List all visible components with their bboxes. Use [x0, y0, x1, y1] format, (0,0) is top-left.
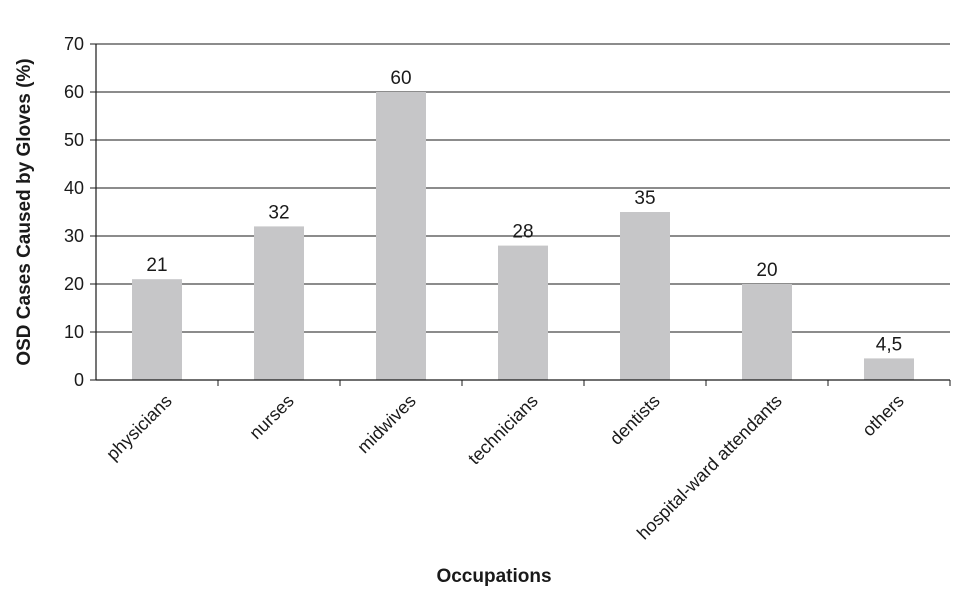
data-label: 32	[268, 202, 289, 223]
data-label: 21	[146, 255, 167, 276]
y-tick-label: 30	[64, 226, 84, 246]
bar	[742, 284, 792, 380]
bars	[132, 92, 914, 380]
x-category-label: hospital-ward attendants	[633, 391, 786, 544]
axes	[90, 43, 951, 386]
bar	[864, 358, 914, 380]
y-tick-label: 0	[74, 370, 84, 390]
y-tick-label: 50	[64, 130, 84, 150]
x-category-label: others	[858, 391, 908, 441]
x-category-labels: physicians nurses midwives technicians denti…	[102, 391, 908, 544]
y-tick-label: 40	[64, 178, 84, 198]
data-label: 20	[756, 260, 777, 281]
bar	[620, 212, 670, 380]
bar	[498, 245, 548, 380]
x-category-label: technicians	[464, 391, 542, 469]
data-label: 60	[390, 68, 411, 89]
data-labels: 21 32 60 28 35 20 4,5	[146, 68, 902, 355]
x-category-label: dentists	[606, 391, 664, 449]
y-tick-label: 70	[64, 34, 84, 54]
bar	[254, 226, 304, 380]
data-label: 28	[512, 222, 533, 243]
y-axis-title: OSD Cases Caused by Gloves (%)	[14, 58, 35, 365]
x-category-label: nurses	[245, 391, 297, 443]
bar	[376, 92, 426, 380]
gridlines	[96, 43, 950, 333]
bar	[132, 279, 182, 380]
data-label: 35	[634, 188, 655, 209]
y-tick-labels: 0 10 20 30 40 50 60 70	[64, 34, 84, 390]
y-tick-label: 10	[64, 322, 84, 342]
x-category-label: physicians	[102, 391, 176, 465]
y-tick-label: 20	[64, 274, 84, 294]
x-axis-title: Occupations	[436, 566, 551, 587]
x-category-label: midwives	[353, 391, 419, 457]
y-tick-label: 60	[64, 82, 84, 102]
data-label: 4,5	[876, 334, 902, 355]
